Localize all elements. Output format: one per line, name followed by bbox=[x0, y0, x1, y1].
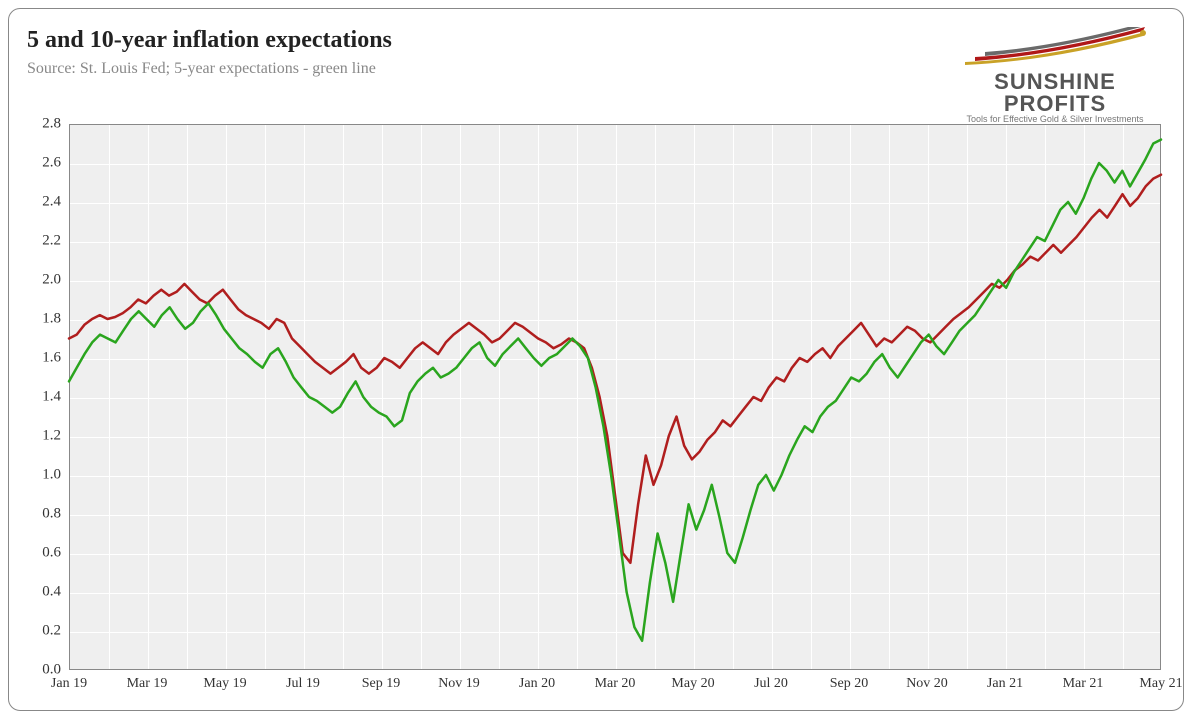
title-block: 5 and 10-year inflation expectations Sou… bbox=[27, 27, 945, 78]
x-axis-label: Jan 21 bbox=[987, 670, 1023, 692]
x-axis-label: Jan 19 bbox=[51, 670, 87, 692]
y-axis-label: 2.2 bbox=[42, 233, 69, 250]
logo-text: SUNSHINE PROFITS bbox=[945, 71, 1165, 115]
y-axis-label: 1.6 bbox=[42, 350, 69, 367]
y-axis-label: 2.0 bbox=[42, 272, 69, 289]
chart-lines bbox=[69, 124, 1161, 670]
x-axis-label: Jul 19 bbox=[286, 670, 320, 692]
x-axis-label: Nov 19 bbox=[438, 670, 480, 692]
y-axis-label: 2.6 bbox=[42, 155, 69, 172]
series-line-5-year bbox=[69, 140, 1161, 641]
header: 5 and 10-year inflation expectations Sou… bbox=[27, 27, 1165, 124]
y-axis-label: 0.2 bbox=[42, 623, 69, 640]
y-axis-label: 0.4 bbox=[42, 584, 69, 601]
brand-logo: SUNSHINE PROFITS Tools for Effective Gol… bbox=[945, 27, 1165, 124]
chart-title: 5 and 10-year inflation expectations bbox=[27, 27, 945, 54]
x-axis-label: Jul 20 bbox=[754, 670, 788, 692]
x-axis-label: Mar 19 bbox=[127, 670, 168, 692]
x-axis-label: May 21 bbox=[1139, 670, 1182, 692]
logo-swoosh-icon bbox=[955, 27, 1155, 67]
x-axis-label: May 20 bbox=[671, 670, 714, 692]
x-axis-label: Mar 20 bbox=[595, 670, 636, 692]
y-axis-label: 1.8 bbox=[42, 311, 69, 328]
x-axis-label: Mar 21 bbox=[1063, 670, 1104, 692]
y-axis-label: 0.6 bbox=[42, 545, 69, 562]
y-axis-label: 1.4 bbox=[42, 389, 69, 406]
x-axis-label: Nov 20 bbox=[906, 670, 948, 692]
chart-source: Source: St. Louis Fed; 5-year expectatio… bbox=[27, 60, 945, 78]
plot-area: 0.00.20.40.60.81.01.21.41.61.82.02.22.42… bbox=[69, 124, 1161, 670]
x-axis-label: Jan 20 bbox=[519, 670, 555, 692]
x-axis-label: May 19 bbox=[203, 670, 246, 692]
logo-subtext: Tools for Effective Gold & Silver Invest… bbox=[945, 115, 1165, 124]
x-axis-label: Sep 20 bbox=[830, 670, 869, 692]
x-axis-label: Sep 19 bbox=[362, 670, 401, 692]
y-axis-label: 2.4 bbox=[42, 194, 69, 211]
y-axis-label: 0.8 bbox=[42, 506, 69, 523]
chart-card: 5 and 10-year inflation expectations Sou… bbox=[8, 8, 1184, 711]
y-axis-label: 1.2 bbox=[42, 428, 69, 445]
y-axis-label: 2.8 bbox=[42, 116, 69, 133]
y-axis-label: 1.0 bbox=[42, 467, 69, 484]
